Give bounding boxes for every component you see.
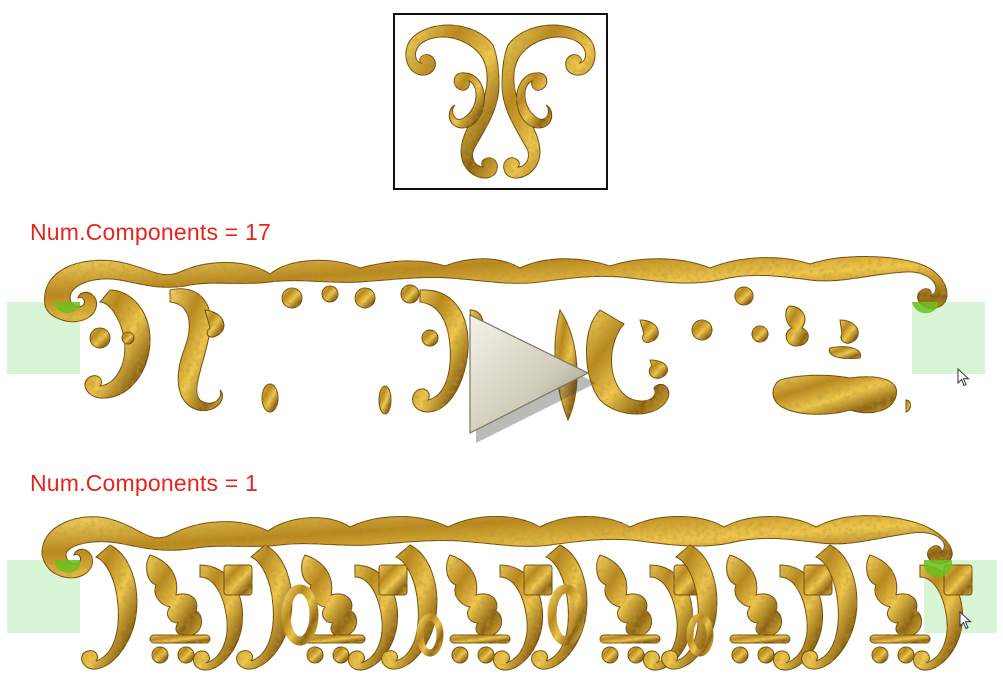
ornament-icon — [405, 24, 596, 179]
end-handle-area[interactable] — [912, 302, 985, 374]
mouse-cursor-icon — [959, 611, 972, 630]
mouse-cursor-icon — [957, 368, 970, 387]
num-components-label-1: Num.Components = 1 — [30, 470, 258, 496]
num-components-label-17: Num.Components = 17 — [30, 219, 271, 245]
ornament-strip-1-component — [41, 515, 973, 671]
play-icon[interactable] — [462, 305, 602, 445]
component-preview — [393, 13, 608, 190]
